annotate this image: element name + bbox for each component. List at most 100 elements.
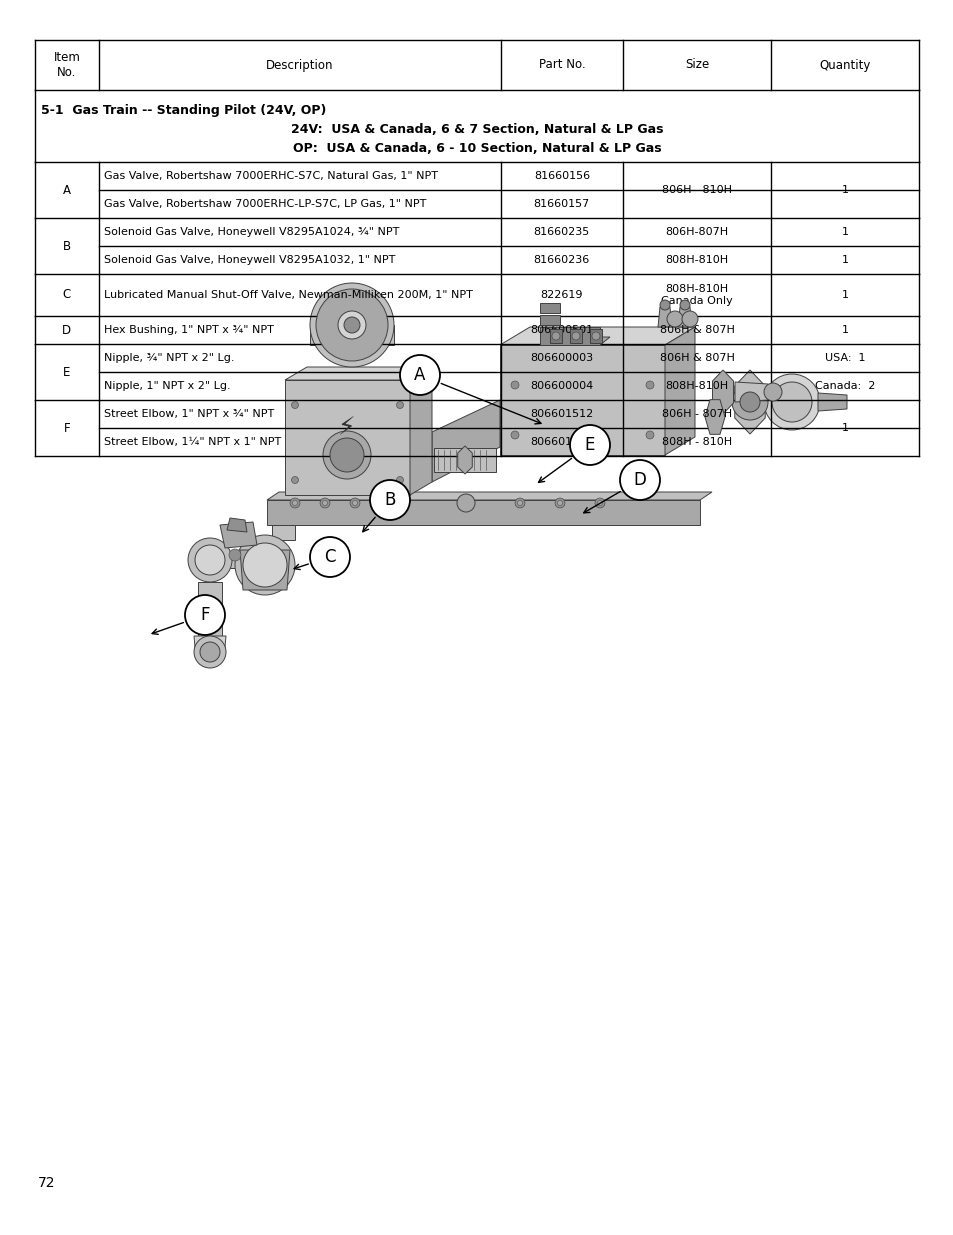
Circle shape [557, 500, 562, 505]
Polygon shape [310, 325, 394, 345]
Circle shape [552, 332, 559, 340]
Circle shape [350, 498, 359, 508]
Text: Hex Bushing, 1" NPT x ¾" NPT: Hex Bushing, 1" NPT x ¾" NPT [104, 325, 274, 335]
Circle shape [572, 332, 579, 340]
Circle shape [229, 550, 241, 561]
Polygon shape [457, 446, 472, 474]
Text: Part No.: Part No. [538, 58, 584, 72]
Text: A: A [414, 366, 425, 384]
Polygon shape [434, 448, 496, 472]
Circle shape [310, 537, 350, 577]
Text: F: F [200, 606, 210, 624]
Circle shape [370, 480, 410, 520]
Circle shape [517, 500, 522, 505]
Polygon shape [240, 550, 290, 590]
Text: Street Elbow, 1¼" NPT x 1" NPT: Street Elbow, 1¼" NPT x 1" NPT [104, 437, 280, 447]
Polygon shape [210, 552, 239, 568]
Text: Nipple, ¾" NPT x 2" Lg.: Nipple, ¾" NPT x 2" Lg. [104, 353, 233, 363]
Circle shape [763, 374, 820, 430]
Text: Gas Valve, Robertshaw 7000ERHC-LP-S7C, LP Gas, 1" NPT: Gas Valve, Robertshaw 7000ERHC-LP-S7C, L… [104, 199, 426, 209]
Circle shape [399, 354, 439, 395]
Text: 72: 72 [38, 1176, 55, 1191]
Circle shape [740, 391, 760, 412]
Text: 806H & 807H: 806H & 807H [659, 325, 734, 335]
Bar [589, 329, 601, 343]
Text: Street Elbow, 1" NPT x ¾" NPT: Street Elbow, 1" NPT x ¾" NPT [104, 409, 274, 419]
Polygon shape [499, 345, 664, 454]
Text: 806H - 810H: 806H - 810H [661, 185, 731, 195]
Circle shape [234, 535, 294, 595]
Circle shape [515, 498, 524, 508]
Text: C: C [324, 548, 335, 566]
Circle shape [597, 500, 602, 505]
Text: Size: Size [684, 58, 708, 72]
Text: 24V:  USA & Canada, 6 & 7 Section, Natural & LP Gas: 24V: USA & Canada, 6 & 7 Section, Natura… [291, 124, 662, 136]
Polygon shape [267, 492, 711, 500]
Circle shape [511, 382, 518, 389]
Circle shape [456, 494, 475, 513]
Polygon shape [658, 308, 671, 327]
Text: Quantity: Quantity [819, 58, 870, 72]
Text: B: B [63, 240, 71, 252]
Circle shape [763, 383, 781, 401]
Circle shape [569, 425, 609, 466]
Circle shape [188, 538, 232, 582]
Polygon shape [272, 525, 294, 540]
Circle shape [292, 477, 298, 483]
Text: 806600003: 806600003 [530, 353, 593, 363]
Polygon shape [678, 308, 691, 327]
Polygon shape [198, 582, 222, 640]
Polygon shape [285, 380, 410, 495]
Circle shape [352, 500, 357, 505]
Circle shape [194, 545, 225, 576]
Text: 1: 1 [841, 424, 848, 433]
Text: 1: 1 [841, 325, 848, 335]
Text: Description: Description [266, 58, 334, 72]
Polygon shape [712, 370, 733, 414]
Circle shape [659, 300, 669, 310]
Text: 808H-810H: 808H-810H [665, 382, 728, 391]
Text: E: E [584, 436, 595, 454]
Circle shape [322, 500, 327, 505]
Text: USA:  1: USA: 1 [824, 353, 864, 363]
Polygon shape [267, 500, 700, 525]
Text: 808H-810H
Canada Only: 808H-810H Canada Only [660, 284, 732, 306]
Text: Lubricated Manual Shut-Off Valve, Newman-Milliken 200M, 1" NPT: Lubricated Manual Shut-Off Valve, Newman… [104, 290, 472, 300]
Polygon shape [499, 327, 695, 345]
Circle shape [310, 283, 394, 367]
Polygon shape [734, 370, 764, 433]
Text: 1: 1 [841, 290, 848, 300]
Text: 808H - 810H: 808H - 810H [661, 437, 731, 447]
Text: C: C [63, 289, 71, 301]
Polygon shape [285, 367, 432, 380]
Circle shape [645, 431, 654, 438]
Circle shape [319, 498, 330, 508]
Text: 81660157: 81660157 [533, 199, 589, 209]
Circle shape [679, 300, 689, 310]
Circle shape [396, 401, 403, 409]
Circle shape [592, 332, 599, 340]
Text: Solenoid Gas Valve, Honeywell V8295A1032, 1" NPT: Solenoid Gas Valve, Honeywell V8295A1032… [104, 254, 395, 266]
Text: 806H-807H: 806H-807H [665, 227, 728, 237]
Text: F: F [64, 421, 71, 435]
Circle shape [193, 636, 226, 668]
Circle shape [731, 384, 767, 420]
Text: E: E [63, 366, 71, 378]
Text: 81660236: 81660236 [533, 254, 589, 266]
Circle shape [200, 642, 220, 662]
Text: Item
No.: Item No. [53, 51, 80, 79]
Text: 806H - 807H: 806H - 807H [661, 409, 731, 419]
Text: 806600004: 806600004 [530, 382, 593, 391]
Polygon shape [817, 393, 846, 411]
Text: OP:  USA & Canada, 6 - 10 Section, Natural & LP Gas: OP: USA & Canada, 6 - 10 Section, Natura… [293, 142, 660, 156]
Bar [539, 303, 559, 312]
Text: 1: 1 [841, 185, 848, 195]
Bar [569, 329, 581, 343]
Text: 806601512: 806601512 [530, 409, 593, 419]
Polygon shape [193, 636, 226, 658]
Circle shape [666, 311, 682, 327]
Text: 1: 1 [841, 227, 848, 237]
Text: 81660235: 81660235 [533, 227, 589, 237]
Polygon shape [664, 327, 695, 454]
Text: Solenoid Gas Valve, Honeywell V8295A1024, ¾" NPT: Solenoid Gas Valve, Honeywell V8295A1024… [104, 227, 398, 237]
